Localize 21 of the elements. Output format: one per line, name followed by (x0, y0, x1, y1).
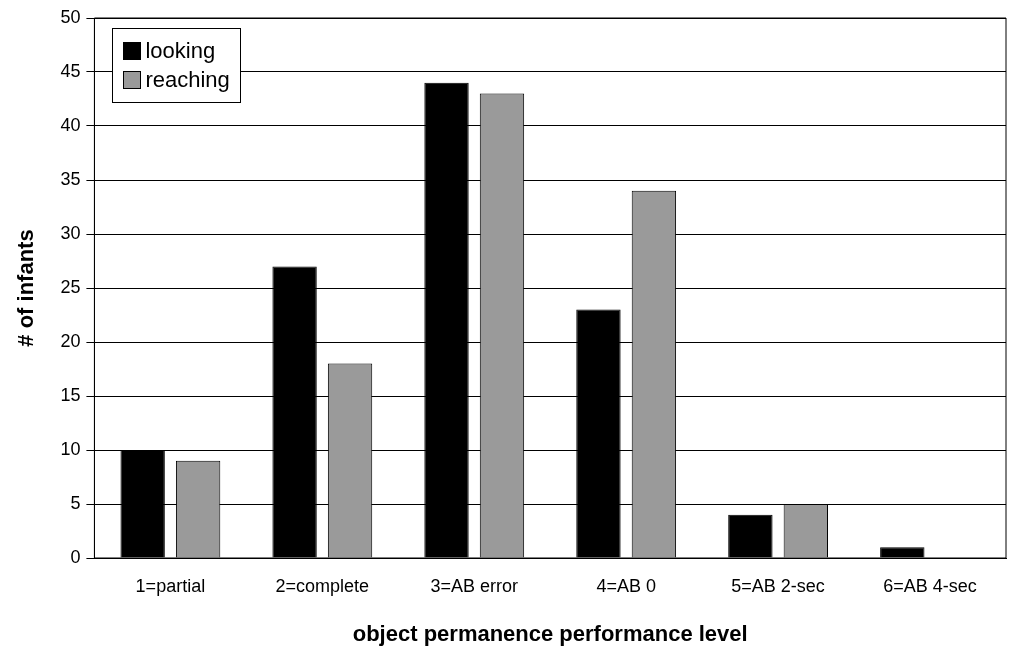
legend-label: looking (145, 38, 216, 64)
x-tick-label: 6=AB 4-sec (883, 575, 977, 596)
y-tick-label: 25 (60, 276, 81, 297)
y-tick-label: 15 (60, 384, 81, 405)
x-tick-label: 2=complete (275, 575, 370, 596)
x-tick-label: 1=partial (135, 575, 206, 596)
y-tick-label: 45 (60, 60, 81, 81)
y-tick-label: 10 (60, 438, 81, 459)
legend-label: reaching (145, 67, 230, 93)
x-tick-label: 5=AB 2-sec (731, 575, 825, 596)
y-axis-title: # of infants (13, 229, 39, 347)
y-tick-label: 40 (60, 114, 81, 135)
y-tick-label: 35 (60, 168, 81, 189)
y-tick-label: 0 (70, 546, 81, 567)
x-axis-title: object permanence performance level (352, 620, 748, 646)
x-tick-label: 4=AB 0 (596, 575, 656, 596)
x-tick-label: 3=AB error (430, 575, 519, 596)
y-tick-label: 5 (70, 492, 81, 513)
y-tick-label: 50 (60, 6, 81, 27)
y-tick-label: 20 (60, 330, 81, 351)
y-tick-label: 30 (60, 222, 81, 243)
